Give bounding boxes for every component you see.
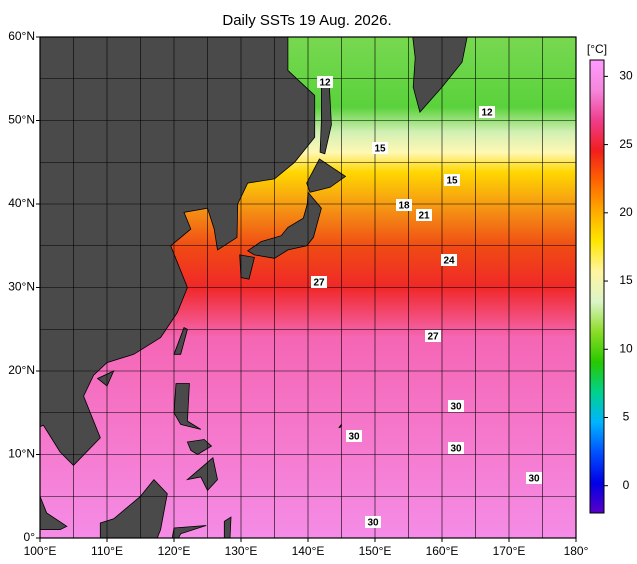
lat-tick-label: 0° bbox=[24, 530, 36, 544]
lon-tick-label: 150°E bbox=[359, 544, 392, 558]
contour-label-box bbox=[444, 174, 460, 186]
colorbar-tick-label: 25 bbox=[619, 137, 633, 151]
lon-tick-label: 160°E bbox=[426, 544, 459, 558]
lon-tick-label: 110°E bbox=[91, 544, 123, 558]
contour-label: 30 bbox=[450, 402, 462, 413]
colorbar-unit: [°C] bbox=[587, 42, 607, 56]
graticule bbox=[39, 36, 577, 539]
landmass bbox=[96, 370, 115, 387]
contour-label: 27 bbox=[427, 332, 439, 343]
colorbar-tick-label: 20 bbox=[619, 205, 633, 219]
landmass bbox=[306, 158, 347, 193]
landmass bbox=[246, 191, 322, 259]
contour-label-box bbox=[311, 276, 327, 288]
colorbar-tick-label: 5 bbox=[623, 410, 630, 424]
lat-tick-label: 50°N bbox=[8, 113, 35, 127]
lon-tick-label: 120°E bbox=[158, 544, 191, 558]
lon-tick-label: 100°E bbox=[24, 544, 57, 558]
contour-label-box bbox=[479, 106, 495, 118]
contour-label: 24 bbox=[443, 256, 455, 267]
colorbar-tick-label: 0 bbox=[623, 478, 630, 492]
map-title: Daily SSTs 19 Aug. 2026. bbox=[222, 12, 391, 29]
contour-label: 12 bbox=[481, 108, 493, 119]
contour-label-box bbox=[448, 400, 464, 412]
contour-label: 21 bbox=[418, 211, 430, 222]
lat-tick-label: 20°N bbox=[8, 363, 35, 377]
landmass bbox=[338, 424, 342, 429]
lat-tick-label: 30°N bbox=[8, 280, 35, 294]
colorbar-tick-label: 15 bbox=[619, 273, 633, 287]
contour-label: 15 bbox=[374, 144, 386, 155]
contour-label: 30 bbox=[348, 432, 360, 443]
contour-label: 30 bbox=[528, 474, 540, 485]
landmass bbox=[223, 516, 232, 538]
contour-label-box bbox=[396, 199, 412, 211]
landmass bbox=[185, 457, 218, 492]
lon-tick-label: 130°E bbox=[225, 544, 258, 558]
contour-label-box bbox=[346, 430, 362, 442]
colorbar bbox=[589, 59, 605, 514]
landmass bbox=[99, 478, 168, 538]
contour-label: 27 bbox=[313, 278, 325, 289]
colorbar-tick-label: 30 bbox=[619, 69, 633, 83]
landmass bbox=[186, 439, 213, 455]
contour-label-box bbox=[365, 516, 381, 528]
contour-label-box bbox=[425, 330, 441, 342]
landmass bbox=[171, 525, 207, 538]
colorbar-tick-label: 10 bbox=[619, 341, 633, 355]
landmass bbox=[412, 37, 468, 114]
contour-label: 18 bbox=[398, 201, 410, 212]
contour-label-box bbox=[372, 142, 388, 154]
contour-label: 15 bbox=[446, 176, 458, 187]
contour-label: 30 bbox=[450, 444, 462, 455]
contour-label-box bbox=[317, 76, 333, 88]
contour-label-box bbox=[448, 442, 464, 454]
contour-label: 12 bbox=[319, 78, 331, 89]
contour-label-box bbox=[526, 472, 542, 484]
lat-tick-label: 40°N bbox=[8, 196, 35, 210]
land bbox=[40, 37, 468, 538]
contour-label-box bbox=[416, 209, 432, 221]
lat-tick-label: 10°N bbox=[8, 447, 35, 461]
landmass bbox=[239, 254, 255, 280]
lon-tick-label: 180° bbox=[564, 544, 589, 558]
lat-tick-label: 60°N bbox=[8, 29, 35, 43]
contour-label-box bbox=[441, 254, 457, 266]
contour-label: 30 bbox=[367, 518, 379, 529]
lon-tick-label: 170°E bbox=[493, 544, 526, 558]
lon-tick-label: 140°E bbox=[292, 544, 325, 558]
